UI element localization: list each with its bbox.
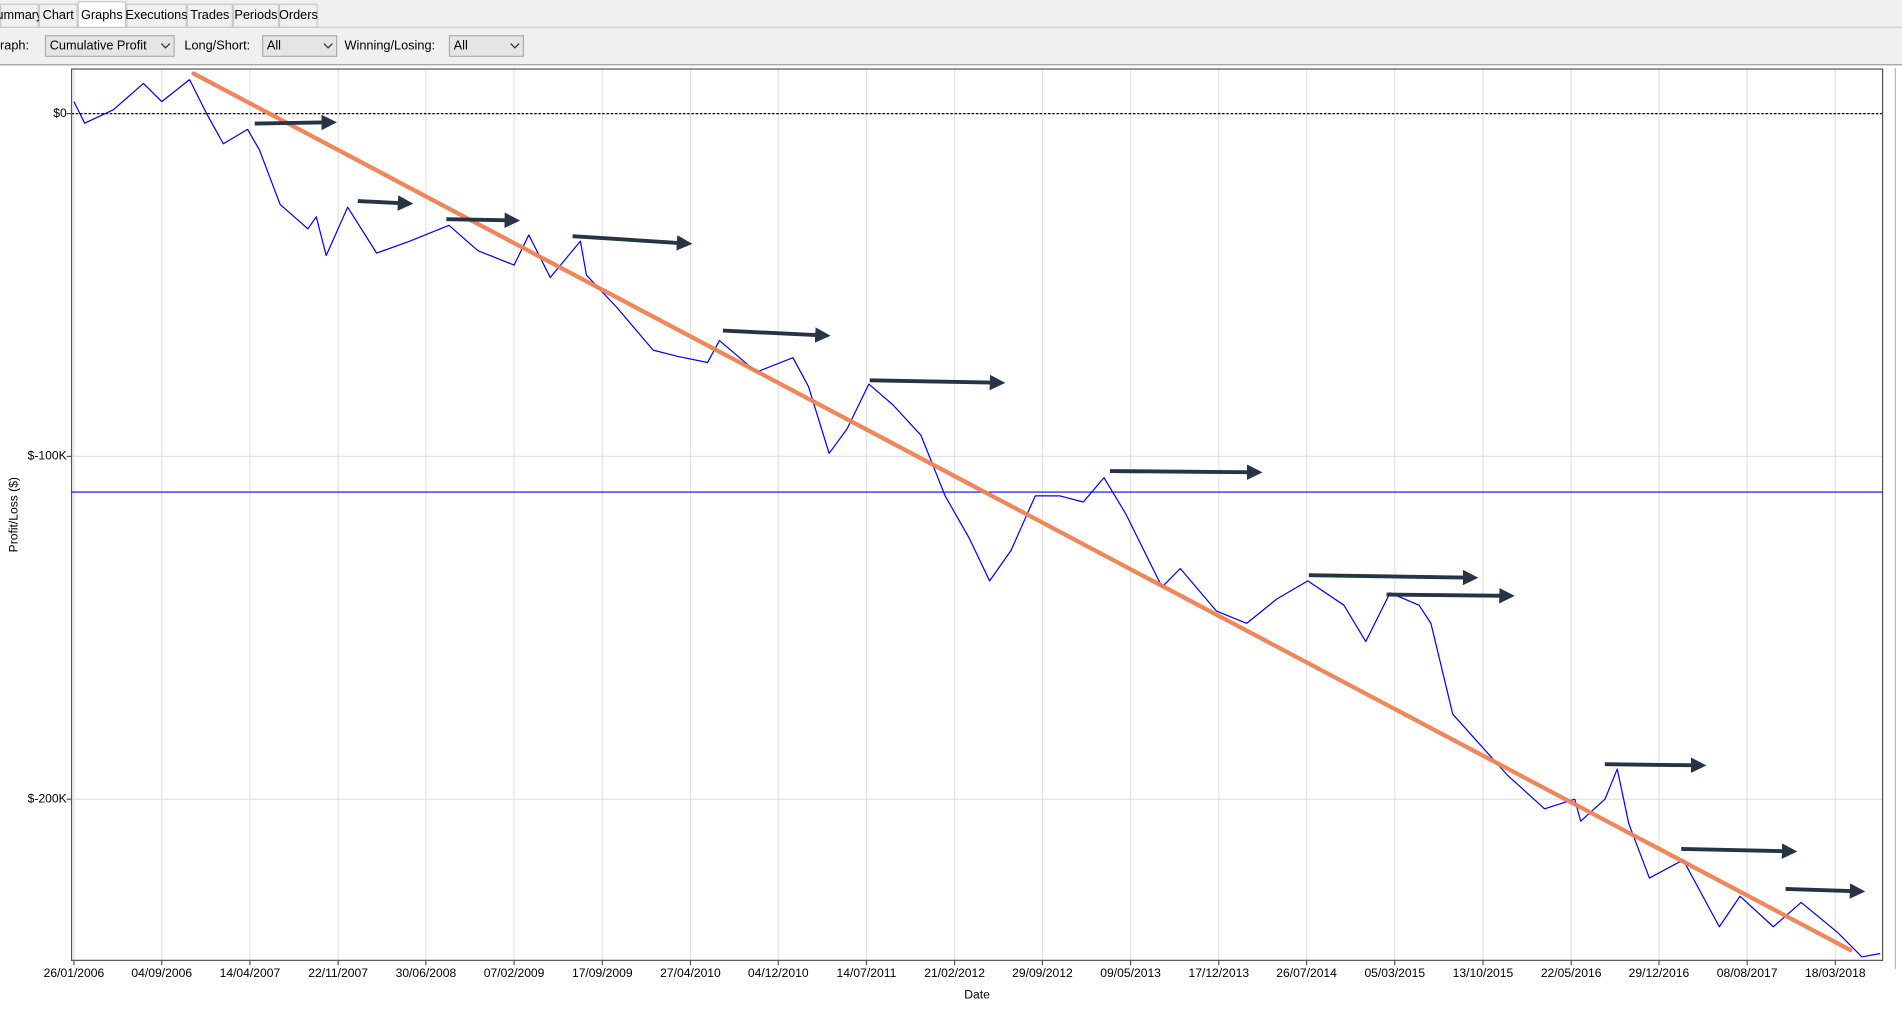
graph-select[interactable]: Cumulative Profit [44, 35, 175, 57]
arrow [1308, 569, 1479, 586]
tab-label[interactable]: Trades [190, 7, 229, 22]
winning-losing-label: Winning/Losing: [344, 37, 435, 52]
select-chevron[interactable] [323, 43, 333, 49]
select-value[interactable]: All [267, 37, 281, 52]
x-tick-label: 08/08/2017 [1717, 966, 1778, 980]
tab[interactable] [278, 3, 318, 28]
plot-area [71, 69, 1883, 961]
tab[interactable] [126, 3, 187, 28]
x-tick-label: 18/03/2018 [1805, 966, 1866, 980]
profit-line [73, 79, 1881, 958]
x-tick-label: 29/09/2012 [1012, 966, 1073, 980]
tab-strip: ummary Chart Graphs Executions Trades Periods… [0, 1, 318, 28]
x-tick-label: 04/09/2006 [131, 966, 192, 980]
x-tick-label: 13/10/2015 [1453, 966, 1514, 980]
winning-losing-select[interactable]: All [448, 35, 525, 57]
x-tick-label: 22/11/2007 [308, 966, 368, 980]
x-tick-label: 30/06/2008 [396, 966, 457, 980]
tab-label[interactable]: Orders [279, 7, 318, 22]
arrow [446, 212, 521, 229]
x-tick-label: 14/04/2007 [220, 966, 281, 980]
long-short-select[interactable]: All [262, 35, 338, 57]
tab-label[interactable]: ummary [0, 7, 43, 22]
select-chevron[interactable] [510, 43, 520, 49]
x-tick-label: 26/01/2006 [44, 966, 105, 980]
tab[interactable] [38, 3, 78, 28]
x-axis-label: Date [964, 988, 990, 1002]
tab-label[interactable]: Graphs [81, 7, 123, 22]
arrow [1386, 587, 1515, 604]
arrow [357, 195, 414, 211]
y-tick-label: $-200K [28, 791, 67, 805]
arrow [1604, 757, 1707, 774]
select-box[interactable] [262, 35, 338, 57]
annotation-arrows [254, 114, 1866, 899]
tab-label[interactable]: Executions [125, 7, 187, 22]
tab[interactable] [0, 3, 39, 28]
select-value[interactable]: All [454, 37, 468, 52]
x-tick-label: 29/12/2016 [1629, 966, 1690, 980]
y-axis-label: Profit/Loss ($) [7, 477, 21, 552]
plot-border [70, 68, 1884, 961]
x-tick-label: 04/12/2010 [748, 966, 809, 980]
y-tick-label: $0 [53, 106, 67, 120]
x-tick-label: 21/02/2012 [924, 966, 985, 980]
select-value[interactable]: Cumulative Profit [50, 37, 147, 52]
x-tick-label: 26/07/2014 [1276, 966, 1337, 980]
x-tick-label: 14/07/2011 [837, 966, 897, 980]
graph-label: raph: [0, 37, 29, 52]
x-tick-label: 05/03/2015 [1364, 966, 1425, 980]
arrow [1681, 843, 1798, 859]
select-box[interactable] [448, 35, 525, 57]
x-tick-label: 27/04/2010 [660, 966, 721, 980]
tab[interactable] [77, 1, 127, 28]
x-tick-label: 09/05/2013 [1100, 966, 1161, 980]
tab[interactable] [232, 3, 279, 28]
select-box[interactable] [44, 35, 175, 57]
tab-label[interactable]: Periods [234, 7, 277, 22]
x-tick-label: 17/09/2009 [572, 966, 633, 980]
chart: 26/01/2006 04/09/2006 14/04/2007 22/11/2007… [7, 68, 1884, 1002]
arrow [869, 374, 1006, 391]
arrow [572, 234, 693, 251]
x-tick-label: 17/12/2013 [1188, 966, 1249, 980]
long-short-label: Long/Short: [184, 37, 250, 52]
arrow [1109, 464, 1263, 480]
x-tick-label: 22/05/2016 [1541, 966, 1602, 980]
arrow [254, 114, 337, 131]
y-tick-label: $-100K [28, 449, 67, 463]
select-chevron[interactable] [160, 43, 171, 49]
arrow [1785, 883, 1866, 899]
tab[interactable] [186, 3, 233, 28]
arrow [722, 327, 831, 343]
tab-label[interactable]: Chart [43, 7, 75, 22]
x-tick-label: 07/02/2009 [484, 966, 545, 980]
